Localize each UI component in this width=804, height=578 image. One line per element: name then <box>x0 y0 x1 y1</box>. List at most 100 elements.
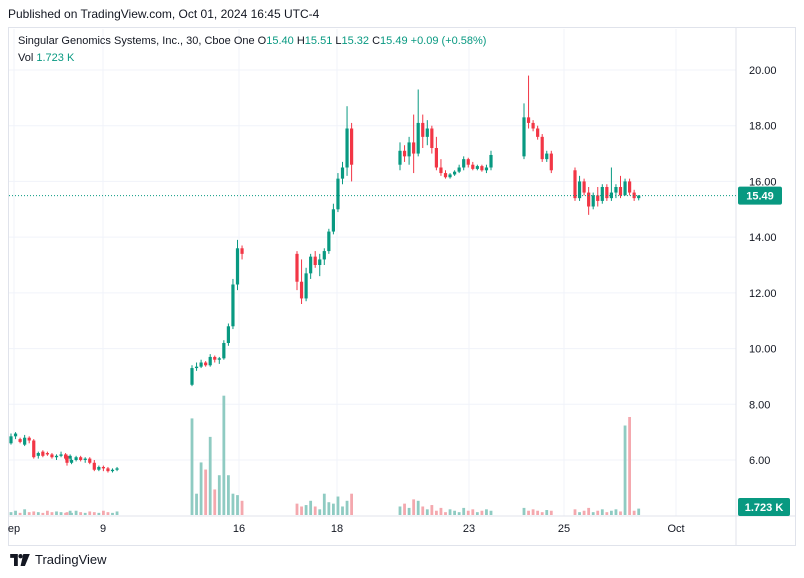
candle-body <box>618 187 623 196</box>
volume-bar <box>421 506 425 515</box>
candle-body <box>480 166 484 171</box>
volume-label: Vol <box>18 52 34 64</box>
volume-bar <box>195 493 198 515</box>
candle-body <box>54 455 59 458</box>
x-tick-label: Oct <box>667 523 684 535</box>
volume-bar <box>637 508 641 515</box>
candle-body <box>69 460 74 463</box>
volume-bar <box>222 395 226 515</box>
candle-body <box>614 187 618 193</box>
candle-body <box>45 453 49 455</box>
candle-body <box>194 366 199 369</box>
volume-bar <box>531 509 535 515</box>
candle-body <box>9 436 13 444</box>
candle-body <box>208 356 212 366</box>
volume-bar <box>32 511 36 515</box>
volume-bar <box>489 510 493 515</box>
candle-body <box>336 178 340 210</box>
y-tick-label: 6.00 <box>749 455 770 467</box>
x-tick-label: 23 <box>463 523 475 535</box>
chart-frame <box>8 27 796 546</box>
volume-bar <box>204 469 208 515</box>
candle-body <box>340 167 345 179</box>
candle-body <box>199 362 203 367</box>
volume-bar <box>55 511 58 515</box>
candle-body <box>304 273 308 299</box>
candle-body <box>190 368 194 385</box>
volume-bar <box>304 505 308 515</box>
candle-body <box>526 117 531 123</box>
volume-bar <box>582 510 586 515</box>
volume-bar <box>79 512 83 515</box>
candle-body <box>637 195 641 199</box>
candle-body <box>582 181 586 193</box>
candle-body <box>471 164 475 169</box>
candle-body <box>350 128 354 165</box>
volume-bar <box>199 462 203 515</box>
candle-body <box>522 117 526 157</box>
candle-body <box>331 209 335 232</box>
volume-bar <box>23 509 27 515</box>
y-tick-label: 20.00 <box>749 65 777 77</box>
candle-body <box>13 433 18 437</box>
candle-body <box>632 192 636 199</box>
volume-bar <box>27 512 31 515</box>
candle-body <box>327 231 331 252</box>
volume-bar <box>600 509 604 515</box>
candle-body <box>416 122 420 154</box>
close-value: 15.49 <box>380 35 408 47</box>
volume-bar <box>231 493 235 515</box>
volume-bar <box>240 500 244 515</box>
volume-bar <box>300 506 303 515</box>
candle-body <box>475 166 479 169</box>
candle-body <box>88 458 92 463</box>
candle-body <box>439 167 443 174</box>
candle-body <box>443 173 448 178</box>
y-tick-label: 10.00 <box>749 344 777 356</box>
volume-bar <box>614 509 618 515</box>
volume-bar <box>102 510 105 515</box>
candle-body <box>600 187 604 201</box>
volume-bar <box>36 512 40 515</box>
volume-bar <box>435 510 438 515</box>
last-volume-badge <box>738 498 790 516</box>
candle-body <box>299 281 304 299</box>
volume-bar <box>345 500 349 515</box>
volume-bar <box>208 436 212 515</box>
candle-body <box>466 159 470 165</box>
volume-bar <box>407 507 411 515</box>
volume-bar <box>605 512 609 515</box>
x-tick-label: ep <box>8 523 20 535</box>
candle-body <box>484 167 489 171</box>
volume-bar <box>106 512 110 515</box>
volume-bar <box>9 512 13 515</box>
volume-bar <box>336 496 340 515</box>
candle-body <box>74 457 78 460</box>
volume-bar <box>425 509 429 515</box>
close-label: C <box>372 35 381 47</box>
candle-body <box>295 253 299 282</box>
volume-bar <box>453 510 456 515</box>
candle-body <box>68 455 72 459</box>
candle-body <box>318 259 322 265</box>
open-value: 15.40 <box>266 35 294 47</box>
volume-bar <box>236 495 239 515</box>
volume-bar <box>46 510 49 515</box>
last-price-badge <box>738 186 782 205</box>
volume-bar <box>70 512 73 515</box>
volume-bar <box>475 512 479 515</box>
volume-bar <box>341 506 344 515</box>
candle-body <box>536 128 540 137</box>
x-tick-label: 9 <box>100 523 106 535</box>
candle-body <box>59 454 63 456</box>
ohlc-legend: Singular Genomics Systems, Inc., 30, Cbo… <box>18 35 486 47</box>
candle-body <box>83 458 87 460</box>
candle-body <box>407 142 411 157</box>
volume-bar <box>536 510 540 515</box>
volume-bar <box>480 510 484 515</box>
candle-body <box>110 469 115 472</box>
candle-body <box>345 128 349 168</box>
candle-body <box>430 128 434 148</box>
candle-body <box>240 248 244 254</box>
